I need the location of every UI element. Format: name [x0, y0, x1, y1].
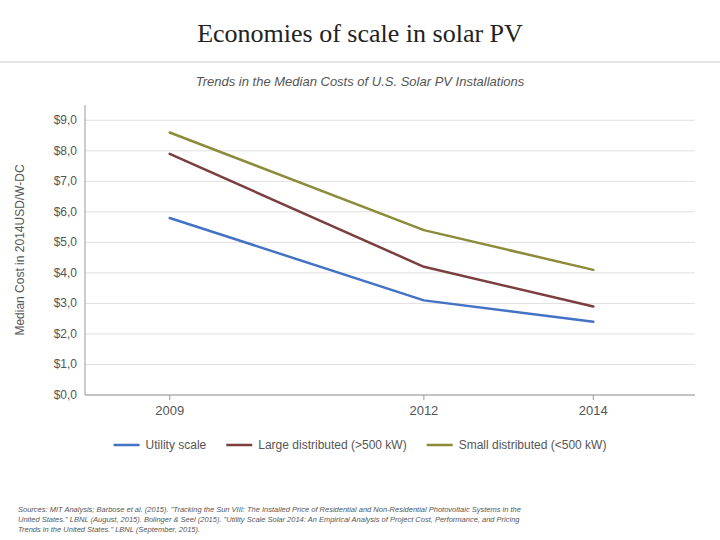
source-line: Trends in the United States." LBNL (Sept… — [18, 525, 200, 534]
y-tick-label: $5,0 — [54, 235, 78, 249]
grid-line — [85, 150, 695, 151]
grid-line — [85, 364, 695, 365]
legend-item: Small distributed (<500 kW) — [427, 438, 607, 452]
source-line: United States." LBNL (August, 2015). Bol… — [18, 515, 520, 524]
y-tick-label: $2,0 — [54, 327, 78, 341]
y-tick-label: $0,0 — [54, 388, 78, 402]
title: Economies of scale in solar PV — [197, 19, 523, 48]
y-axis-line — [85, 105, 86, 395]
series-line — [170, 218, 594, 322]
legend-swatch — [114, 444, 140, 447]
plot-area — [170, 132, 594, 321]
grid-line — [85, 242, 695, 243]
x-tick — [593, 395, 594, 400]
y-tick-label: $3,0 — [54, 296, 78, 310]
y-tick-label: $1,0 — [54, 357, 78, 371]
series-line — [170, 154, 594, 307]
subtitle: Trends in the Median Costs of U.S. Solar… — [196, 74, 525, 89]
grid-line — [85, 272, 695, 273]
source: Sources: MIT Analysis; Barbose et al. (2… — [18, 505, 521, 534]
series-line — [170, 132, 594, 269]
grid-line — [85, 333, 695, 334]
legend-item: Utility scale — [114, 438, 207, 452]
source-line: Sources: MIT Analysis; Barbose et al. (2… — [18, 505, 521, 514]
grid-line — [85, 395, 695, 396]
legend: Utility scale Large distributed (>500 kW)… — [114, 438, 607, 452]
grid-line — [85, 303, 695, 304]
grid — [85, 120, 695, 395]
legend-label: Large distributed (>500 kW) — [258, 438, 406, 452]
x-axis-line — [85, 395, 695, 396]
grid-line — [85, 211, 695, 212]
legend-swatch — [427, 444, 453, 447]
y-tick-label: $7,0 — [54, 174, 78, 188]
legend-label: Utility scale — [146, 438, 207, 452]
chart: Economies of scale in solar PV Trends in … — [0, 0, 720, 540]
x-tick-label: 2009 — [155, 403, 184, 418]
legend-label: Small distributed (<500 kW) — [459, 438, 607, 452]
x-tick — [169, 395, 170, 400]
y-tick-label: $8,0 — [54, 144, 78, 158]
grid-line — [85, 181, 695, 182]
y-axis-label: Median Cost in 2014USD/W-DC — [13, 164, 27, 336]
y-tick-label: $9,0 — [54, 113, 78, 127]
y-tick-label: $4,0 — [54, 266, 78, 280]
x-tick — [423, 395, 424, 400]
legend-item: Large distributed (>500 kW) — [226, 438, 406, 452]
y-tick-label: $6,0 — [54, 205, 78, 219]
legend-swatch — [226, 444, 252, 447]
x-tick-label: 2012 — [409, 403, 438, 418]
grid-line — [85, 120, 695, 121]
separator — [0, 62, 720, 63]
x-tick-label: 2014 — [579, 403, 608, 418]
